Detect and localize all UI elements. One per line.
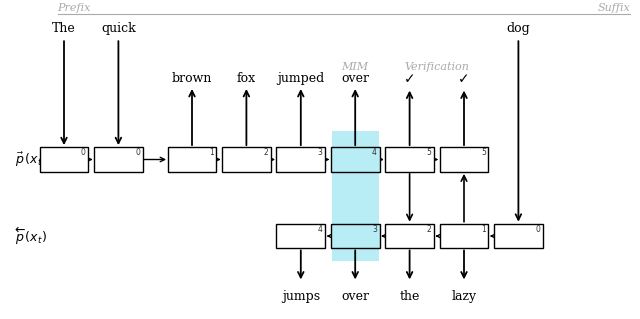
- Bar: [276, 224, 325, 248]
- Text: over: over: [341, 71, 369, 85]
- Text: dog: dog: [506, 22, 531, 35]
- Bar: [331, 224, 380, 248]
- Text: The: The: [52, 22, 76, 35]
- Text: quick: quick: [101, 22, 136, 35]
- Text: 2: 2: [427, 225, 431, 234]
- Text: $\vec{p}\,(x_t)$: $\vec{p}\,(x_t)$: [15, 150, 47, 169]
- Bar: [222, 147, 271, 172]
- Bar: [440, 224, 488, 248]
- Text: ✓: ✓: [458, 72, 470, 86]
- Text: over: over: [341, 290, 369, 303]
- Text: lazy: lazy: [451, 290, 477, 303]
- Text: the: the: [399, 290, 420, 303]
- Bar: [331, 147, 380, 172]
- Bar: [440, 147, 488, 172]
- Text: jumped: jumped: [277, 71, 324, 85]
- Text: 2: 2: [264, 148, 268, 157]
- Bar: [94, 147, 143, 172]
- Text: 1: 1: [481, 225, 486, 234]
- Text: 3: 3: [317, 148, 323, 157]
- Text: 5: 5: [426, 148, 431, 157]
- Text: 4: 4: [372, 148, 377, 157]
- Bar: [385, 147, 434, 172]
- Text: 0: 0: [135, 148, 140, 157]
- Text: 1: 1: [209, 148, 214, 157]
- Text: brown: brown: [172, 71, 212, 85]
- Bar: [332, 131, 379, 261]
- Text: $\overleftarrow{p}\,(x_t)$: $\overleftarrow{p}\,(x_t)$: [15, 226, 47, 247]
- Bar: [168, 147, 216, 172]
- Text: 0: 0: [81, 148, 86, 157]
- Bar: [40, 147, 88, 172]
- Text: Prefix: Prefix: [58, 3, 91, 13]
- Text: fox: fox: [237, 71, 256, 85]
- Text: ✓: ✓: [404, 72, 415, 86]
- Text: MIM: MIM: [342, 62, 369, 72]
- Text: Verification: Verification: [404, 62, 470, 72]
- Bar: [385, 224, 434, 248]
- Text: jumps: jumps: [282, 290, 320, 303]
- Text: 0: 0: [535, 225, 540, 234]
- Text: 5: 5: [481, 148, 486, 157]
- Bar: [276, 147, 325, 172]
- Bar: [494, 224, 543, 248]
- Text: Suffix: Suffix: [598, 3, 630, 13]
- Text: 4: 4: [317, 225, 323, 234]
- Text: 3: 3: [372, 225, 377, 234]
